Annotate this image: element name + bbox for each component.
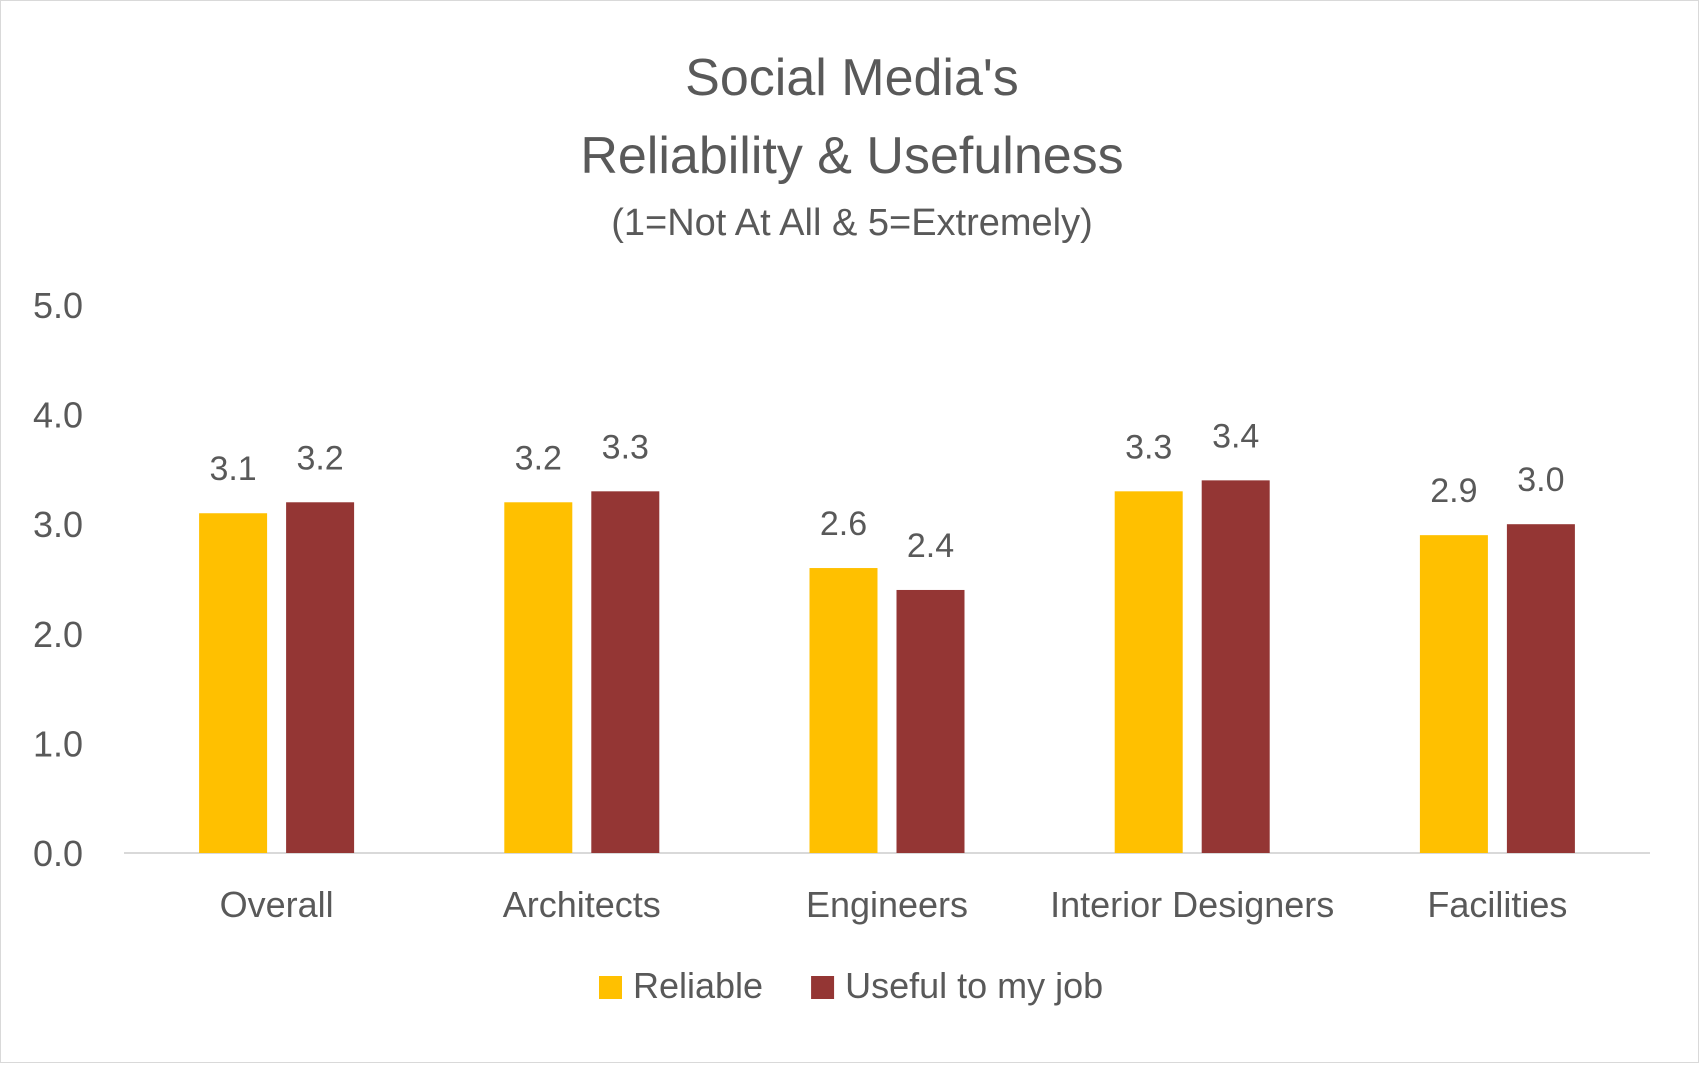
data-label: 2.6 [820, 505, 867, 543]
data-label: 3.4 [1212, 417, 1259, 455]
data-label: 3.3 [602, 428, 649, 466]
bar-reliable [199, 513, 268, 853]
data-label: 3.3 [1125, 428, 1172, 466]
y-tick-label: 3.0 [33, 504, 83, 545]
data-label: 3.0 [1517, 461, 1564, 499]
bar-useful-to-my-job [896, 589, 965, 853]
y-tick-label: 5.0 [33, 285, 83, 326]
x-tick-label: Facilities [1427, 884, 1567, 925]
y-tick-label: 1.0 [33, 723, 83, 764]
legend-item: Reliable [599, 965, 763, 1006]
data-label: 2.4 [907, 527, 954, 565]
legend-swatch [811, 976, 835, 999]
chart-title-line1: Social Media's [685, 49, 1019, 107]
data-label: 3.2 [296, 439, 343, 477]
bar-reliable [504, 502, 573, 853]
data-label: 3.1 [209, 450, 256, 488]
legend-item: Useful to my job [811, 965, 1103, 1006]
chart-title-line2: Reliability & Usefulness [580, 127, 1123, 185]
legend-swatch [599, 976, 622, 999]
y-tick-label: 2.0 [33, 614, 83, 655]
y-tick-label: 4.0 [33, 395, 83, 436]
x-tick-label: Engineers [806, 884, 968, 925]
bar-useful-to-my-job [591, 491, 660, 853]
data-label: 3.2 [515, 439, 562, 477]
x-tick-label: Interior Designers [1050, 884, 1334, 925]
legend-label: Reliable [633, 965, 763, 1006]
bar-useful-to-my-job [1201, 480, 1270, 853]
x-tick-label: Architects [503, 884, 661, 925]
bar-reliable [1419, 535, 1488, 853]
bar-useful-to-my-job [286, 502, 355, 853]
bar-reliable [1114, 491, 1183, 853]
chart-subtitle: (1=Not At All & 5=Extremely) [611, 202, 1093, 244]
bar-useful-to-my-job [1506, 524, 1575, 853]
y-tick-label: 0.0 [33, 833, 83, 874]
x-tick-label: Overall [220, 884, 334, 925]
legend-label: Useful to my job [845, 965, 1103, 1006]
bar-reliable [809, 568, 878, 853]
data-label: 2.9 [1430, 472, 1477, 510]
